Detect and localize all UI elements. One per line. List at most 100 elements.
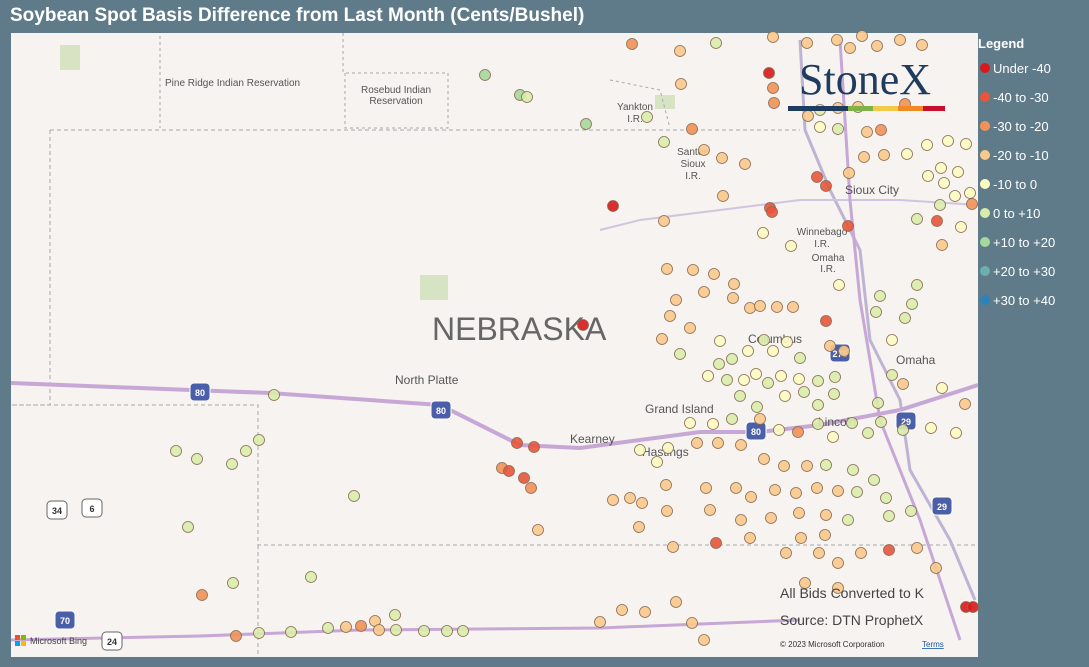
bid-dot (769, 484, 781, 496)
bid-dot (728, 278, 740, 290)
bid-dot (832, 557, 844, 569)
bid-dot (812, 418, 824, 430)
bid-dot (883, 510, 895, 522)
note: Source: DTN ProphetX (780, 612, 924, 628)
bid-dot (670, 294, 682, 306)
bid-dot (674, 45, 686, 57)
bid-dot (691, 437, 703, 449)
bid-dot (894, 34, 906, 46)
legend-title: Legend (978, 36, 1024, 51)
legend-label: +10 to +20 (993, 235, 1055, 250)
bid-dot (667, 541, 679, 553)
bid-dot (844, 42, 856, 54)
bid-dot (253, 627, 265, 639)
bid-dot (878, 149, 890, 161)
bid-dot (479, 69, 491, 81)
place-label: I.R. (820, 264, 836, 275)
bid-dot (767, 82, 779, 94)
bid-dot (793, 373, 805, 385)
bid-dot (871, 40, 883, 52)
bid-dot (820, 315, 832, 327)
bid-dot (936, 382, 948, 394)
bid-dot (793, 507, 805, 519)
city-label: Grand Island (645, 402, 714, 416)
legend-label: -10 to 0 (993, 177, 1037, 192)
bid-dot (704, 504, 716, 516)
bid-dot (726, 353, 738, 365)
bid-dot (441, 625, 453, 637)
bid-dot (661, 505, 673, 517)
bid-dot (921, 139, 933, 151)
place-label: Sioux (680, 159, 705, 170)
bid-dot (792, 426, 804, 438)
copyright: © 2023 Microsoft Corporation (780, 640, 885, 649)
bid-dot (785, 240, 797, 252)
bid-dot (780, 547, 792, 559)
bid-dot (389, 609, 401, 621)
bid-dot (838, 345, 850, 357)
bid-dot (745, 491, 757, 503)
bid-dot (851, 486, 863, 498)
bid-dot (938, 177, 950, 189)
shield (931, 496, 953, 516)
bid-dot (768, 97, 780, 109)
bid-dot (813, 547, 825, 559)
bid-dot (651, 456, 663, 468)
bid-dot (799, 577, 811, 589)
bid-dot (767, 345, 779, 357)
bid-dot (742, 345, 754, 357)
bid-dot (268, 389, 280, 401)
bid-dot (959, 398, 971, 410)
bid-dot (868, 474, 880, 486)
legend-label: 0 to +10 (993, 206, 1040, 221)
bid-dot (832, 123, 844, 135)
bid-dot (870, 306, 882, 318)
bid-dot (503, 465, 515, 477)
bid-dot (580, 118, 592, 130)
bid-dot (856, 30, 868, 42)
bid-dot (734, 390, 746, 402)
place-label: Yankton (617, 102, 653, 113)
terms-link[interactable]: Terms (922, 640, 944, 649)
map-labels: Pine Ridge Indian Reservation Rosebud In… (165, 78, 936, 459)
bid-dot (322, 622, 334, 634)
bid-dot (765, 512, 777, 524)
title: Soybean Spot Basis Difference from Last … (10, 5, 584, 26)
bid-dot (798, 386, 810, 398)
bid-dot (633, 521, 645, 533)
bid-dot (905, 505, 917, 517)
bid-dot (855, 547, 867, 559)
bid-dot (744, 532, 756, 544)
bid-dot (738, 374, 750, 386)
bid-dot (967, 601, 979, 613)
bid-dot (686, 123, 698, 135)
bid-dot (936, 239, 948, 251)
bid-dot (661, 263, 673, 275)
bid-dot (935, 162, 947, 174)
bid-dot (607, 200, 619, 212)
bid-dot (607, 494, 619, 506)
city-label: Columbus (748, 332, 802, 346)
city-label: Lincoln (818, 415, 856, 429)
bid-dot (794, 352, 806, 364)
bid-dot (744, 302, 756, 314)
bid-dot (829, 371, 841, 383)
bid-dot (790, 487, 802, 499)
bid-dot (925, 422, 937, 434)
bid-dot (626, 38, 638, 50)
place-label: Reservation (369, 96, 422, 107)
bid-dot (390, 624, 402, 636)
bid-dot (779, 390, 791, 402)
legend-label: +20 to +30 (993, 264, 1055, 279)
bid-dot (730, 482, 742, 494)
bid-dot (842, 220, 854, 232)
place-label: Rosebud Indian (361, 85, 431, 96)
legend-label: -20 to -10 (993, 148, 1049, 163)
bid-dot (846, 417, 858, 429)
bid-dot (511, 437, 523, 449)
place-label: Winnebago (797, 227, 848, 238)
bid-dot (897, 378, 909, 390)
bid-dot (658, 136, 670, 148)
legend-swatch (980, 179, 990, 189)
bid-dot (812, 399, 824, 411)
